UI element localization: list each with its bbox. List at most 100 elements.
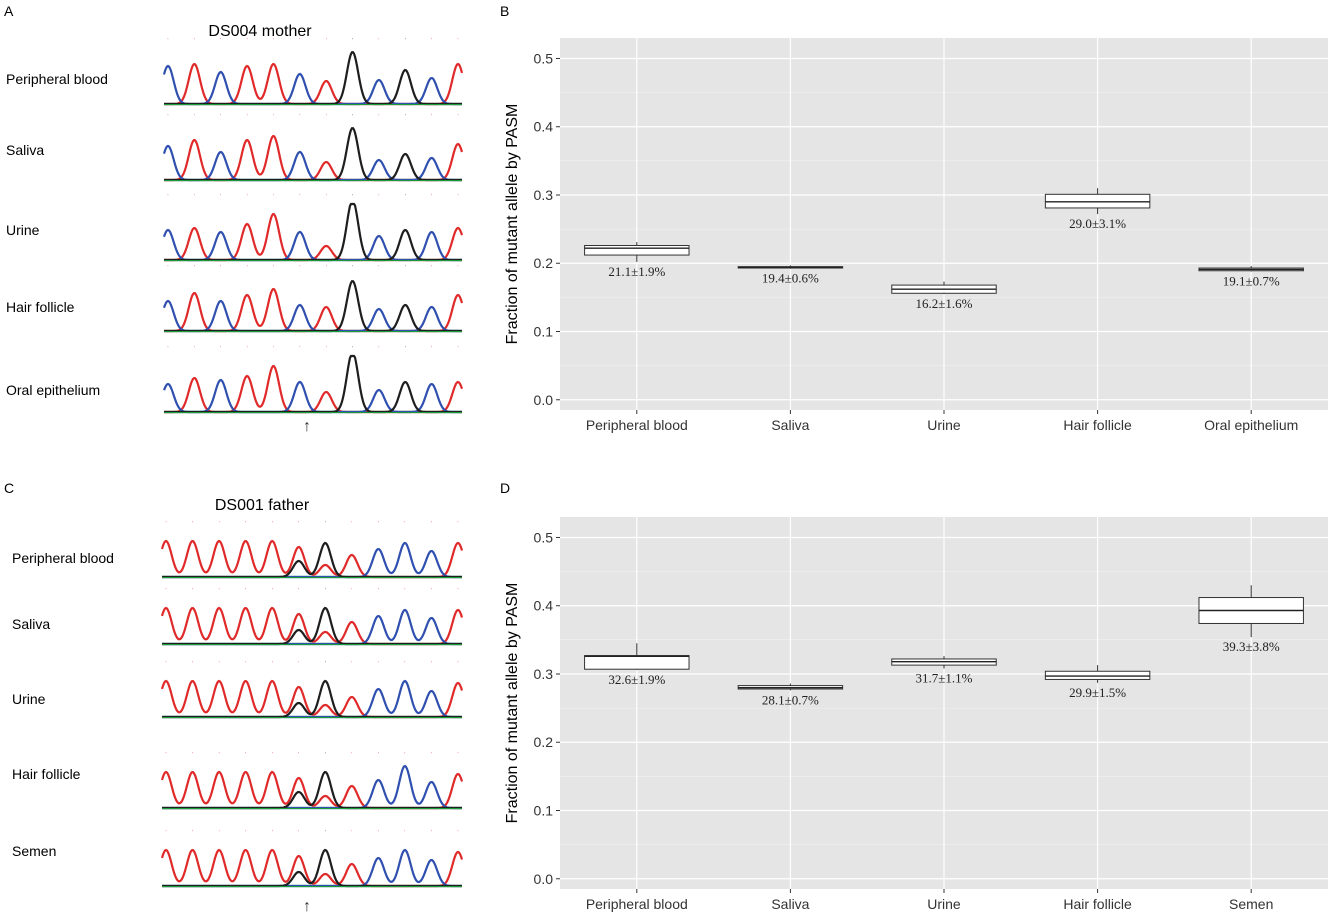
trace-c [162,378,462,414]
box-4 [1198,265,1304,272]
sample-label: Urine [12,691,46,707]
base-call-mark: ' [404,588,405,594]
base-call-mark: ' [273,114,274,120]
y-tick-label: 0.2 [534,734,554,750]
base-call-mark: ' [168,346,169,352]
base-call-mark: ' [378,588,379,594]
sample-label: Peripheral blood [6,71,108,87]
sample-label: Semen [12,843,56,859]
box-3 [1044,665,1151,683]
y-tick-label: 0.5 [534,50,554,66]
y-tick-label: 0.1 [534,803,554,819]
trace-a [164,127,462,182]
base-call-mark: ' [168,114,169,120]
base-call-mark: ' [352,194,353,200]
base-call-mark: ' [378,265,379,271]
mutation-arrow: ↑ [303,898,311,914]
trace-t [164,364,464,414]
base-call-mark: ' [351,521,352,527]
x-tick-label: Urine [927,417,961,433]
base-call-mark: ' [192,830,193,836]
base-call-mark: ' [219,830,220,836]
base-call-mark: ' [458,38,459,44]
base-call-mark: ' [219,752,220,758]
x-tick-label: Saliva [771,896,809,912]
base-call-mark: ' [458,752,459,758]
y-tick-label: 0.5 [534,529,554,545]
base-call-mark: ' [298,752,299,758]
base-call-mark: ' [326,114,327,120]
base-call-mark: ' [219,661,220,667]
base-call-mark: ' [352,114,353,120]
base-call-mark: ' [404,521,405,527]
panel-letter-b: B [500,3,510,19]
panel-letter-c: C [4,480,15,496]
x-tick-label: Semen [1229,896,1273,912]
base-call-mark: ' [299,38,300,44]
sample-label: Saliva [12,616,50,632]
base-call-mark: ' [273,194,274,200]
trace-a [164,51,462,106]
base-call-mark: ' [247,114,248,120]
base-call-mark: ' [431,114,432,120]
chromatogram-title: DS001 father [215,497,310,514]
base-call-mark: ' [431,346,432,352]
x-tick-label: Urine [927,896,961,912]
base-call-mark: ' [166,752,167,758]
base-call-mark: ' [404,830,405,836]
base-call-mark: ' [299,346,300,352]
base-call-mark: ' [245,521,246,527]
boxplot-panel-b: 0.0 0.1 0.2 0.3 0.4 0.5 21.1±1.9% Peripheral bl… [504,38,1328,433]
sample-label: Peripheral blood [12,550,114,566]
box-0 [584,643,690,670]
base-call-mark: ' [220,38,221,44]
box-1 [737,683,844,691]
base-call-mark: ' [220,194,221,200]
base-call-mark: ' [245,830,246,836]
base-call-mark: ' [272,588,273,594]
sample-label: Oral epithelium [6,382,100,398]
base-call-mark: ' [378,38,379,44]
base-call-mark: ' [431,752,432,758]
base-call-mark: ' [326,346,327,352]
chromatogram-title: DS004 mother [208,23,312,40]
y-tick-label: 0.1 [534,324,554,340]
base-call-mark: ' [405,346,406,352]
base-call-mark: ' [431,588,432,594]
base-call-mark: ' [220,265,221,271]
base-call-mark: ' [458,114,459,120]
base-call-mark: ' [245,752,246,758]
base-call-mark: ' [272,661,273,667]
base-call-mark: ' [325,521,326,527]
base-call-mark: ' [219,588,220,594]
trace-a [164,354,462,414]
base-call-mark: ' [219,521,220,527]
base-call-mark: ' [299,114,300,120]
base-call-mark: ' [378,194,379,200]
base-call-mark: ' [405,38,406,44]
base-call-mark: ' [272,521,273,527]
base-call-mark: ' [352,346,353,352]
sample-label: Hair follicle [12,766,81,782]
trace-t [164,134,464,182]
base-call-mark: ' [404,661,405,667]
base-call-mark: ' [351,752,352,758]
base-call-mark: ' [168,38,169,44]
base-call-mark: ' [325,752,326,758]
base-call-mark: ' [168,194,169,200]
y-tick-label: 0.0 [534,392,554,408]
base-call-mark: ' [458,830,459,836]
base-call-mark: ' [352,265,353,271]
base-call-mark: ' [405,265,406,271]
box-annotation: 29.9±1.5% [1069,685,1126,700]
panel-letter-d: D [500,480,511,496]
box-annotation: 21.1±1.9% [608,264,665,279]
base-call-mark: ' [378,830,379,836]
base-call-mark: ' [431,521,432,527]
x-tick-label: Hair follicle [1063,896,1132,912]
base-call-mark: ' [166,588,167,594]
box-2 [891,281,997,294]
base-call-mark: ' [404,752,405,758]
y-tick-label: 0.4 [534,598,554,614]
box-annotation: 32.6±1.9% [608,672,665,687]
